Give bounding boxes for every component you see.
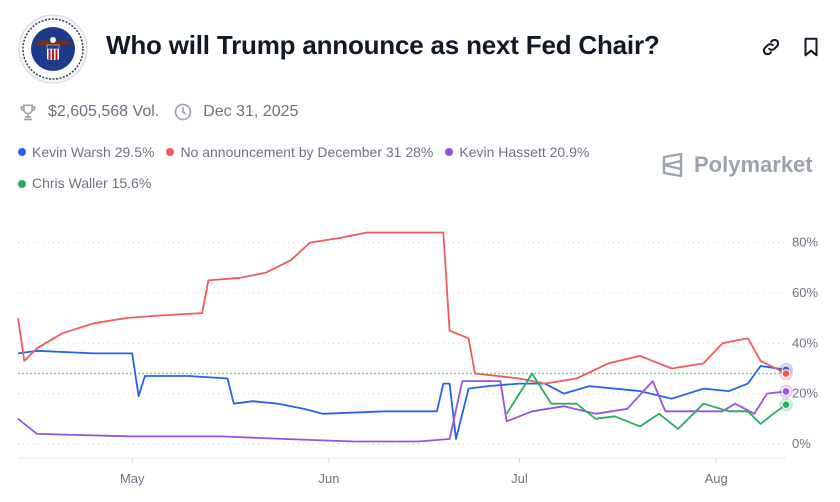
legend-item-waller[interactable]: Chris Waller 15.6% bbox=[18, 168, 151, 199]
bookmark-icon[interactable] bbox=[800, 36, 822, 58]
market-meta: $2,605,568 Vol. Dec 31, 2025 bbox=[18, 100, 298, 124]
link-icon[interactable] bbox=[760, 36, 782, 58]
series-endpoint-dot bbox=[781, 400, 791, 410]
series-line-1 bbox=[17, 231, 787, 385]
y-tick-label: 60% bbox=[792, 285, 818, 300]
y-tick-label: 0% bbox=[792, 436, 811, 451]
x-tick-label: Jul bbox=[511, 471, 528, 486]
chart-grid bbox=[18, 242, 786, 445]
legend-dot bbox=[166, 148, 175, 156]
legend-label: Chris Waller 15.6% bbox=[32, 175, 152, 191]
legend-label: No announcement by December 31 28% bbox=[180, 143, 434, 160]
clock-icon bbox=[174, 103, 192, 121]
series-line-3 bbox=[505, 372, 787, 430]
legend-item-no-announcement[interactable]: No announcement by December 31 28% bbox=[166, 137, 433, 168]
polymarket-logo: Polymarket bbox=[660, 152, 813, 178]
x-axis: May Jun Jul Aug bbox=[18, 457, 786, 486]
brand-name: Polymarket bbox=[694, 152, 813, 177]
market-header: Who will Trump announce as next Fed Chai… bbox=[18, 12, 822, 86]
price-history-chart[interactable]: 0% 20% 40% 60% 80% May Jun Jul Aug bbox=[0, 225, 840, 495]
y-axis: 0% 20% 40% 60% 80% bbox=[792, 235, 818, 451]
page-title: Who will Trump announce as next Fed Chai… bbox=[106, 30, 660, 60]
chart-legend: Kevin Warsh 29.5% No announcement by Dece… bbox=[18, 136, 618, 199]
y-tick-label: 20% bbox=[792, 386, 818, 401]
legend-dot bbox=[445, 148, 454, 156]
legend-item-hassett[interactable]: Kevin Hassett 20.9% bbox=[445, 137, 589, 168]
x-tick-label: Aug bbox=[705, 471, 728, 486]
chart-series bbox=[17, 231, 787, 443]
legend-label: Kevin Warsh 29.5% bbox=[32, 143, 155, 160]
end-date-text: Dec 31, 2025 bbox=[203, 103, 299, 120]
y-tick-label: 80% bbox=[792, 235, 818, 250]
volume-text: $2,605,568 Vol. bbox=[48, 103, 160, 120]
legend-item-warsh[interactable]: Kevin Warsh 29.5% bbox=[18, 137, 154, 168]
series-endpoints bbox=[779, 362, 793, 412]
series-endpoint-dot bbox=[781, 369, 791, 378]
series-line-0 bbox=[17, 349, 787, 440]
legend-dot bbox=[18, 148, 26, 156]
x-tick-label: May bbox=[120, 471, 145, 486]
legend-dot bbox=[18, 179, 26, 188]
legend-label: Kevin Hassett 20.9% bbox=[459, 143, 590, 160]
polymarket-logo-icon bbox=[662, 152, 683, 178]
x-tick-label: Jun bbox=[319, 471, 340, 486]
y-tick-label: 40% bbox=[792, 335, 818, 350]
series-line-2 bbox=[17, 380, 787, 443]
trophy-icon bbox=[20, 104, 36, 121]
series-endpoint-dot bbox=[781, 387, 791, 396]
federal-reserve-seal-icon bbox=[18, 14, 88, 84]
